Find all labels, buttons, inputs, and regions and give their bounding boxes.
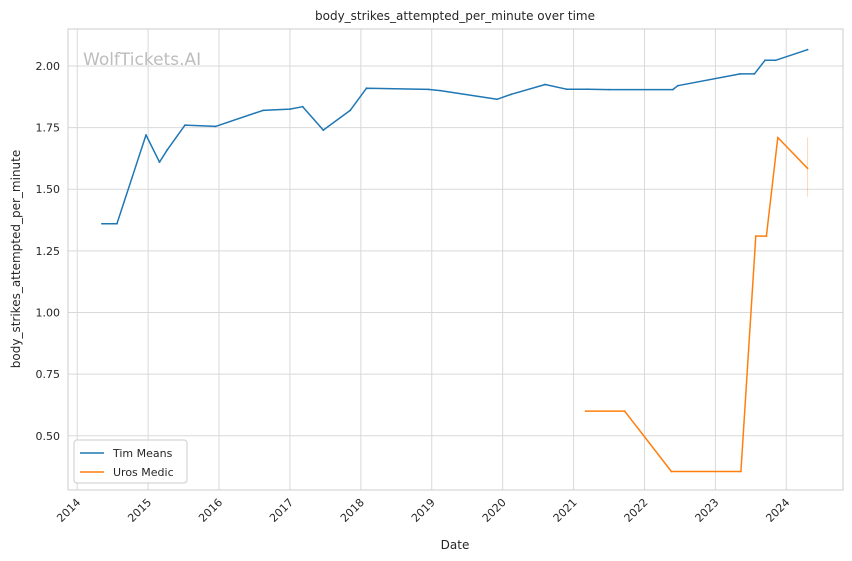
tim-means-legend-label: Tim Means bbox=[112, 447, 173, 460]
uros-medic-data-point bbox=[765, 235, 768, 237]
grid bbox=[68, 29, 843, 490]
tim-means-data-point bbox=[586, 88, 589, 91]
tim-means-data-point bbox=[608, 88, 610, 91]
tim-means-data-point bbox=[753, 72, 756, 75]
uros-medic-series-line bbox=[584, 136, 809, 473]
tim-means-data-point bbox=[262, 109, 264, 112]
tim-means-series-line bbox=[101, 48, 809, 225]
x-axis-label: Date bbox=[441, 538, 470, 552]
tim-means-data-point bbox=[116, 222, 118, 225]
tim-means-data-point bbox=[764, 59, 766, 62]
uros-medic-data-point bbox=[670, 470, 673, 473]
tim-means-data-point bbox=[565, 88, 568, 91]
y-tick-label: 1.25 bbox=[36, 245, 61, 258]
y-tick-label: 1.50 bbox=[36, 183, 61, 196]
tim-means-data-point bbox=[427, 88, 430, 91]
tim-means-data-point bbox=[166, 148, 169, 151]
uros-medic-data-point bbox=[739, 470, 742, 473]
watermark: WolfTickets.AI bbox=[83, 50, 201, 70]
tim-means-data-point bbox=[496, 98, 498, 101]
y-tick-label: 1.00 bbox=[36, 307, 61, 320]
tim-means-data-point bbox=[158, 161, 161, 164]
tim-means-data-point bbox=[806, 48, 809, 51]
tim-means-data-point bbox=[365, 87, 368, 90]
tim-means-data-point bbox=[145, 134, 147, 136]
tim-means-data-point bbox=[184, 124, 186, 127]
tim-means-data-point bbox=[322, 129, 325, 131]
chart-title: body_strikes_attempted_per_minute over t… bbox=[315, 9, 595, 23]
tim-means-data-point bbox=[544, 83, 547, 86]
uros-medic-data-point bbox=[623, 410, 626, 413]
tim-means-data-point bbox=[774, 59, 777, 62]
y-tick-label: 0.50 bbox=[36, 430, 61, 443]
y-tick-label: 0.75 bbox=[36, 368, 61, 381]
tim-means-data-point bbox=[214, 125, 217, 128]
tim-means-data-point bbox=[439, 89, 442, 92]
tim-means-data-point bbox=[671, 88, 674, 91]
uros-medic-data-point bbox=[754, 235, 757, 237]
tim-means-data-point bbox=[676, 84, 679, 87]
y-tick-label: 1.75 bbox=[36, 122, 61, 135]
uros-medic-data-point bbox=[584, 410, 587, 413]
tim-means-data-point bbox=[289, 108, 291, 111]
plot-area-frame bbox=[67, 28, 844, 491]
legend: Tim Means Uros Medic bbox=[73, 439, 188, 484]
uros-medic-data-point bbox=[806, 167, 809, 170]
tim-means-data-point bbox=[349, 109, 352, 112]
tim-means-data-point bbox=[101, 222, 103, 225]
y-tick-label: 2.00 bbox=[36, 60, 61, 73]
tim-means-data-point bbox=[510, 93, 513, 96]
tim-means-data-point bbox=[739, 72, 742, 75]
uros-medic-data-point bbox=[776, 136, 779, 139]
tim-means-data-point bbox=[301, 105, 304, 108]
uros-medic-legend-label: Uros Medic bbox=[113, 466, 174, 479]
series-layer bbox=[101, 48, 809, 473]
y-axis-label: body_strikes_attempted_per_minute bbox=[9, 150, 23, 368]
